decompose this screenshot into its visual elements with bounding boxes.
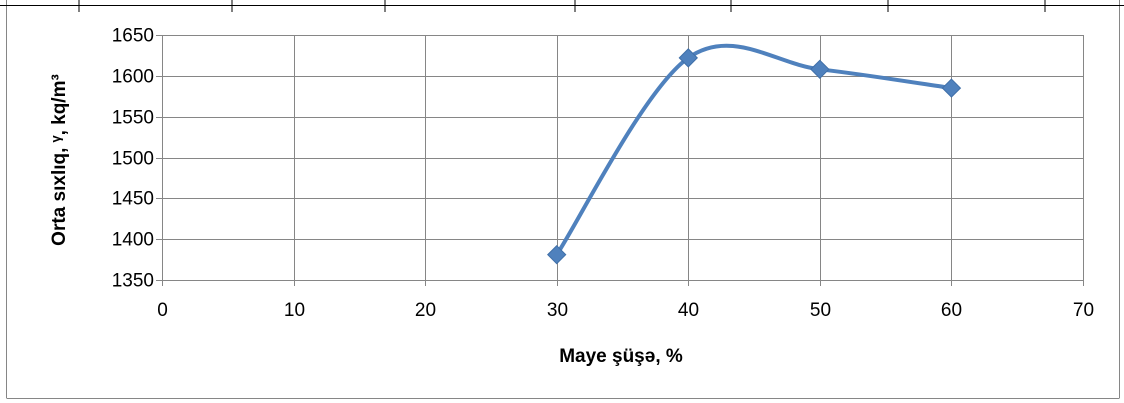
x-tick-label: 30 <box>547 300 568 321</box>
x-tick-label: 10 <box>284 300 305 321</box>
x-tick-label: 20 <box>415 300 436 321</box>
y-tick-label: 1400 <box>112 230 154 251</box>
series-line <box>554 43 954 257</box>
y-tick-label: 1450 <box>112 189 154 210</box>
data-point-marker <box>941 78 962 98</box>
x-axis-title: Maye şüşə, % <box>559 346 683 367</box>
y-tick-label: 1550 <box>112 108 154 129</box>
x-tick-labels: 0 10 20 30 40 50 60 70 <box>157 300 1094 321</box>
y-tick-label: 1350 <box>112 271 154 292</box>
table-fragment <box>0 0 1124 12</box>
y-axis-title: Orta sıxlıq, ᵞ, kq/m³ <box>49 74 70 246</box>
data-point-marker <box>678 48 698 68</box>
y-tick-label: 1500 <box>112 149 154 170</box>
x-tick-label: 0 <box>157 300 168 321</box>
x-tick-label: 60 <box>941 300 962 321</box>
y-tick-label: 1650 <box>112 26 154 47</box>
gridlines <box>162 35 1084 280</box>
y-tick-label: 1600 <box>112 67 154 88</box>
axes <box>156 35 1084 286</box>
x-tick-label: 40 <box>678 300 699 321</box>
y-tick-labels: 1350 1400 1450 1500 1550 1600 1650 <box>112 26 154 292</box>
series-layer <box>547 43 962 265</box>
data-point-marker <box>810 59 830 80</box>
data-point-marker <box>547 244 567 265</box>
x-tick-label: 70 <box>1073 300 1094 321</box>
x-tick-label: 50 <box>810 300 831 321</box>
